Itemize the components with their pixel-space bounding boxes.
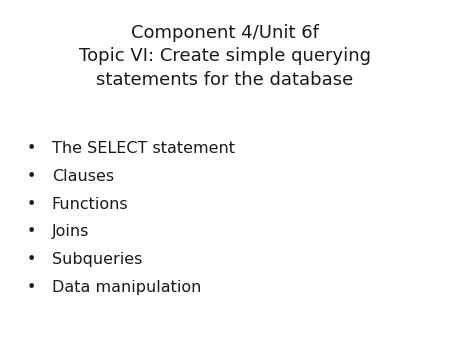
Text: Component 4/Unit 6f
Topic VI: Create simple querying
statements for the database: Component 4/Unit 6f Topic VI: Create sim… <box>79 24 371 89</box>
Text: •: • <box>27 280 36 295</box>
Text: Clauses: Clauses <box>52 169 114 184</box>
Text: Data manipulation: Data manipulation <box>52 280 201 295</box>
Text: •: • <box>27 197 36 212</box>
Text: •: • <box>27 224 36 239</box>
Text: •: • <box>27 252 36 267</box>
Text: The SELECT statement: The SELECT statement <box>52 141 235 156</box>
Text: Joins: Joins <box>52 224 89 239</box>
Text: •: • <box>27 169 36 184</box>
Text: Functions: Functions <box>52 197 128 212</box>
Text: •: • <box>27 141 36 156</box>
Text: Subqueries: Subqueries <box>52 252 142 267</box>
